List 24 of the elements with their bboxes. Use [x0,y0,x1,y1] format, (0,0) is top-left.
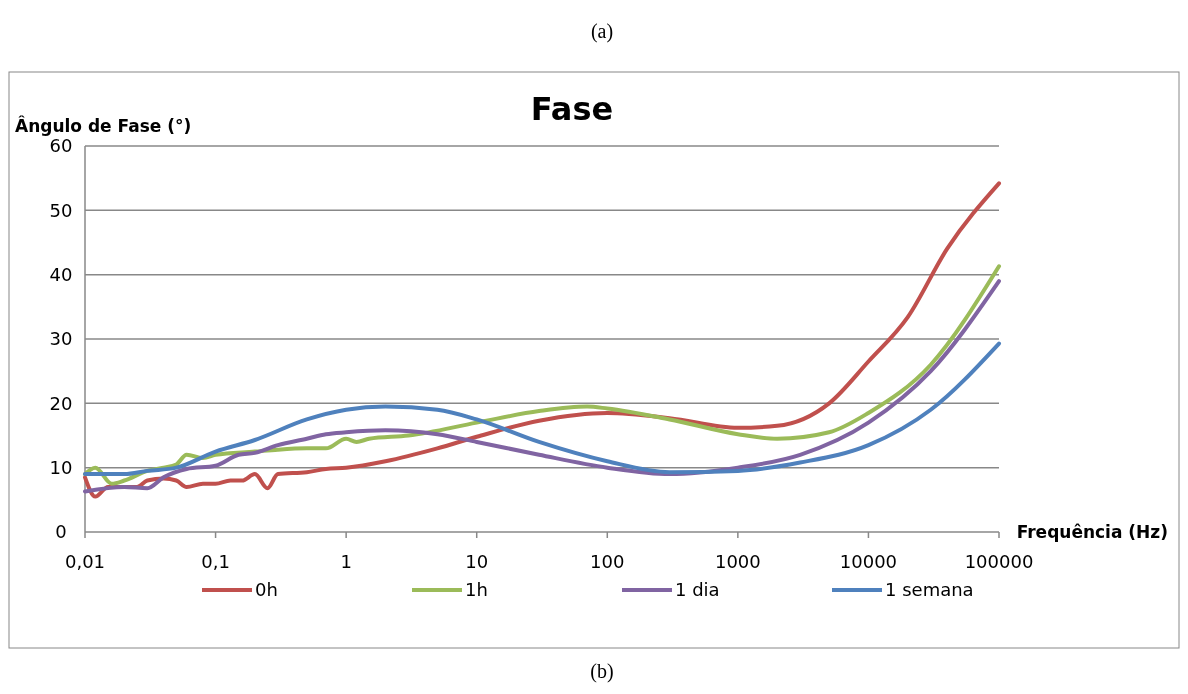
x-tick-label: 10 [465,551,489,572]
x-tick-label: 1 [340,551,352,572]
y-tick-label: 10 [49,456,73,478]
x-tick-label: 100 [590,551,625,572]
x-tick-label: 0,1 [201,551,230,572]
x-axis-title: Frequência (Hz) [1016,522,1168,542]
legend-label: 1 semana [885,579,974,601]
text: (a) [590,20,614,43]
x-tick-label: 100000 [964,551,1034,572]
legend-label: 0h [255,579,278,601]
y-tick-label: 40 [49,263,73,285]
y-tick-label: 0 [55,521,67,543]
y-axis-title: Ângulo de Fase (°) [15,115,192,136]
chart-title: Fase [530,90,614,128]
y-tick-label: 50 [49,199,73,221]
x-tick-label: 10000 [839,551,898,572]
text: (b) [590,660,614,683]
legend-label: 1 dia [675,579,720,601]
x-tick-label: 0,01 [64,551,106,572]
x-tick-label: 1000 [714,551,761,572]
y-tick-label: 60 [49,135,73,157]
y-tick-label: 30 [49,328,73,350]
y-tick-label: 20 [49,392,73,414]
legend-label: 1h [465,579,488,601]
